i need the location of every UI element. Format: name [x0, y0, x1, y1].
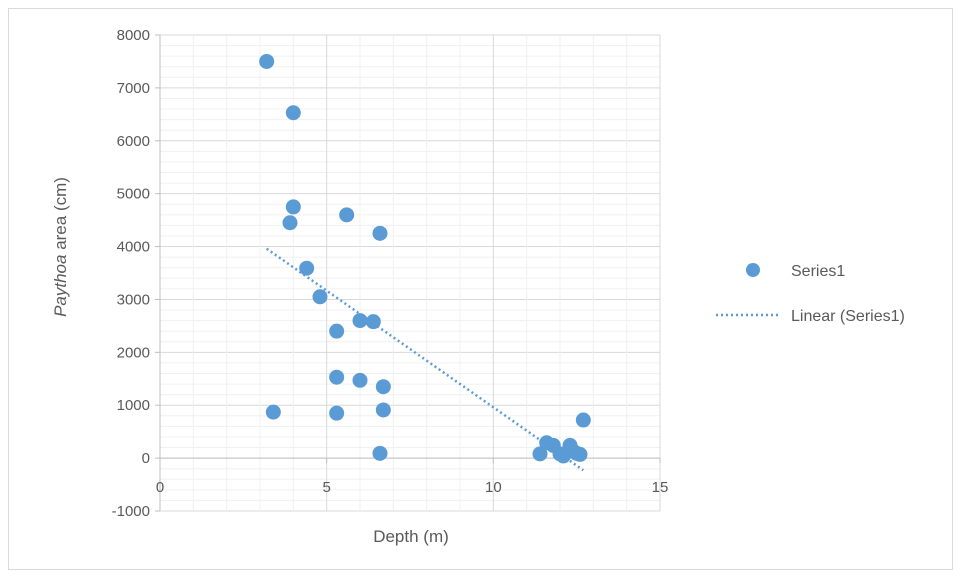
y-axis-title-italic: Paythoa — [51, 255, 70, 317]
y-axis-title-rest: area (cm) — [51, 177, 70, 254]
data-points — [259, 53, 591, 464]
y-tick-label: -1000 — [112, 503, 150, 520]
x-tick-label: 10 — [485, 479, 502, 496]
data-point — [285, 105, 301, 121]
data-point — [339, 207, 355, 223]
data-point — [259, 53, 275, 69]
data-point — [282, 215, 298, 231]
y-tick-label: 2000 — [117, 344, 150, 361]
data-point — [372, 445, 388, 461]
data-point — [372, 225, 388, 241]
data-point — [352, 313, 368, 329]
y-tick-label: 3000 — [117, 291, 150, 308]
gridlines — [159, 34, 661, 512]
data-point — [329, 323, 345, 339]
chart-frame — [8, 8, 953, 570]
data-point — [299, 260, 315, 276]
y-tick-label: 4000 — [117, 239, 150, 256]
x-tick-label: 5 — [322, 479, 330, 496]
axes — [155, 34, 661, 512]
y-tick-label: 1000 — [117, 397, 150, 414]
data-point — [329, 369, 345, 385]
y-axis-title: Paythoa area (cm) — [51, 177, 70, 317]
legend: Series1 Linear (Series1) — [716, 263, 905, 325]
data-point — [575, 412, 591, 428]
y-tick-label: 7000 — [117, 80, 150, 97]
data-point — [572, 446, 588, 462]
data-point — [265, 404, 281, 420]
data-point — [375, 379, 391, 395]
legend-label-trendline: Linear (Series1) — [791, 308, 905, 325]
y-tick-label: 5000 — [117, 186, 150, 203]
y-tick-label: 0 — [142, 450, 150, 467]
data-point — [375, 402, 391, 418]
x-tick-label: 0 — [156, 479, 164, 496]
data-point — [329, 405, 345, 421]
data-point — [365, 314, 381, 330]
data-point — [532, 446, 548, 462]
legend-label-series1: Series1 — [791, 263, 845, 280]
data-point — [312, 289, 328, 305]
x-axis-title: Depth (m) — [373, 527, 449, 546]
tick-labels: -1000 0 1000 2000 3000 4000 5000 6000 7000 8000 0 5… — [112, 27, 669, 520]
legend-marker-series1 — [746, 263, 760, 277]
x-tick-label: 15 — [652, 479, 669, 496]
data-point — [285, 199, 301, 215]
data-point — [352, 372, 368, 388]
y-tick-label: 6000 — [117, 133, 150, 150]
y-tick-label: 8000 — [117, 27, 150, 44]
